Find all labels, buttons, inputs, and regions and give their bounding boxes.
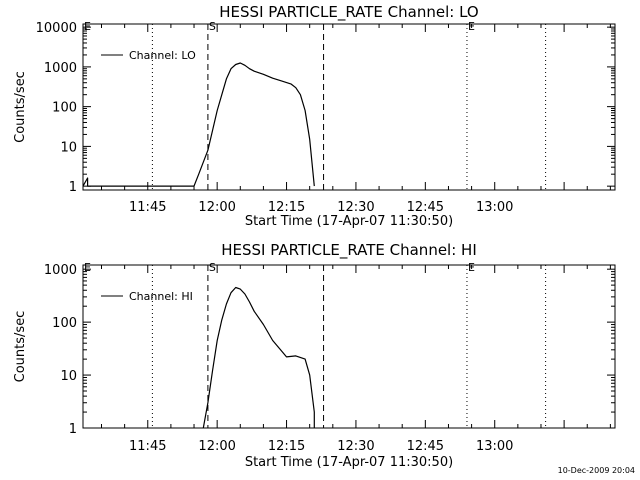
chart2-legend-label: Channel: HI	[129, 290, 193, 303]
chart1-x-tick-label: 12:45	[407, 200, 444, 215]
chart1-y-tick-label: 1000	[44, 61, 77, 76]
chart2-x-tick-label: 12:00	[198, 439, 235, 454]
chart2-event-marker-label: E	[84, 261, 91, 274]
chart1-legend-label: Channel: LO	[129, 49, 196, 62]
chart2-x-tick-label: 12:45	[407, 439, 444, 454]
chart1-event-marker-label: E	[468, 20, 475, 33]
chart2-x-tick-label: 12:30	[337, 439, 374, 454]
chart2-y-tick-label: 1000	[44, 263, 77, 278]
chart2-x-tick-label: 12:15	[268, 439, 305, 454]
chart1-series-line	[82, 62, 315, 187]
chart1-x-tick-label: 12:15	[268, 200, 305, 215]
chart2-y-tick-label: 100	[52, 316, 77, 331]
chart2-x-axis-label: Start Time (17-Apr-07 11:30:50)	[245, 455, 453, 470]
chart2-x-tick-label: 13:00	[476, 439, 513, 454]
chart2-x-tick-label: 11:45	[129, 439, 166, 454]
chart2-series-line	[202, 286, 315, 429]
chart1-y-tick-label: 10	[60, 140, 77, 155]
chart1-y-tick-label: 100	[52, 101, 77, 116]
chart1-title: HESSI PARTICLE_RATE Channel: LO	[219, 3, 478, 22]
chart2-y-tick-label: 1	[69, 422, 77, 437]
chart1-event-marker-label: E	[84, 20, 91, 33]
chart2-title: HESSI PARTICLE_RATE Channel: HI	[221, 241, 477, 260]
chart1-y-axis-label: Counts/sec	[13, 71, 28, 143]
chart1-y-tick-label: 10000	[36, 21, 77, 36]
chart2-plot-frame	[82, 264, 616, 429]
chart2-event-marker-label: E	[468, 261, 475, 274]
chart1-x-tick-label: 12:00	[198, 200, 235, 215]
chart1-x-tick-label: 12:30	[337, 200, 374, 215]
chart2-y-axis-label: Counts/sec	[13, 311, 28, 383]
chart1-x-axis-label: Start Time (17-Apr-07 11:30:50)	[245, 214, 453, 229]
chart1-x-tick-label: 13:00	[476, 200, 513, 215]
chart1-event-marker-label: S	[209, 20, 216, 33]
chart2-event-marker-label: S	[209, 261, 216, 274]
chart2-y-tick-label: 10	[60, 369, 77, 384]
chart1-y-tick-label: 1	[69, 180, 77, 195]
chart1-x-tick-label: 11:45	[129, 200, 166, 215]
footer-timestamp: 10-Dec-2009 20:04	[557, 466, 635, 475]
